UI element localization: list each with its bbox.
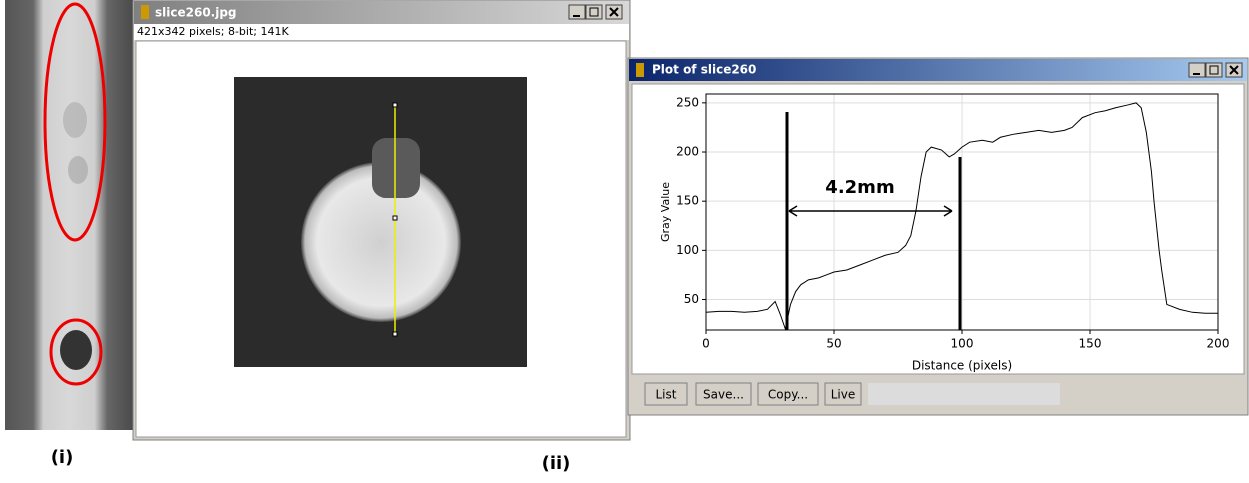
status-box xyxy=(868,383,1060,405)
plot-frame xyxy=(705,93,1219,331)
y-tick-label: 200 xyxy=(676,145,699,159)
label-i: (i) xyxy=(51,447,74,468)
y-tick-label: 50 xyxy=(684,292,699,306)
button[interactable]: Copy... xyxy=(757,382,819,406)
x-tick-label: 0 xyxy=(702,337,710,351)
button[interactable]: Live xyxy=(824,382,862,406)
label-ii: (ii) xyxy=(542,453,571,474)
x-tick-label: 150 xyxy=(1079,337,1102,351)
y-tick-label: 100 xyxy=(676,243,699,257)
annotation: 4.2mm xyxy=(825,177,894,198)
button-face[interactable] xyxy=(824,382,862,406)
measure-arrow xyxy=(788,205,953,217)
button-face[interactable] xyxy=(695,382,752,406)
x-tick-label: 200 xyxy=(1207,337,1230,351)
window-controls[interactable] xyxy=(568,4,623,20)
button-label[interactable]: Save... xyxy=(703,388,744,402)
app-icon xyxy=(141,5,149,19)
image-info: 421x342 pixels; 8-bit; 141K xyxy=(137,25,289,38)
y-axis-label: Gray Value xyxy=(659,182,672,242)
plot-window: Plot of slice260 xyxy=(627,57,1249,416)
x-axis-label: Distance (pixels) xyxy=(912,359,1012,373)
button-face[interactable] xyxy=(644,382,688,406)
plot-window-title: Plot of slice260 xyxy=(652,63,756,77)
button-label[interactable]: Copy... xyxy=(768,388,808,402)
button[interactable]: Save... xyxy=(695,382,752,406)
y-tick-label: 250 xyxy=(676,95,699,109)
y-tick-label: 150 xyxy=(676,194,699,208)
button-label[interactable]: List xyxy=(656,388,677,402)
profile-line xyxy=(705,102,1218,331)
x-tick-label: 100 xyxy=(951,337,974,351)
button-label[interactable]: Live xyxy=(831,388,856,402)
x-tick-label: 50 xyxy=(826,337,841,351)
image-window: slice260.jpg 421x342 pixels; 8-bit; 141K xyxy=(132,0,631,441)
window-title: slice260.jpg xyxy=(155,6,237,20)
button[interactable]: List xyxy=(644,382,688,406)
xray-strip xyxy=(5,0,133,430)
button-face[interactable] xyxy=(757,382,819,406)
plot-window-controls[interactable] xyxy=(1188,62,1243,78)
